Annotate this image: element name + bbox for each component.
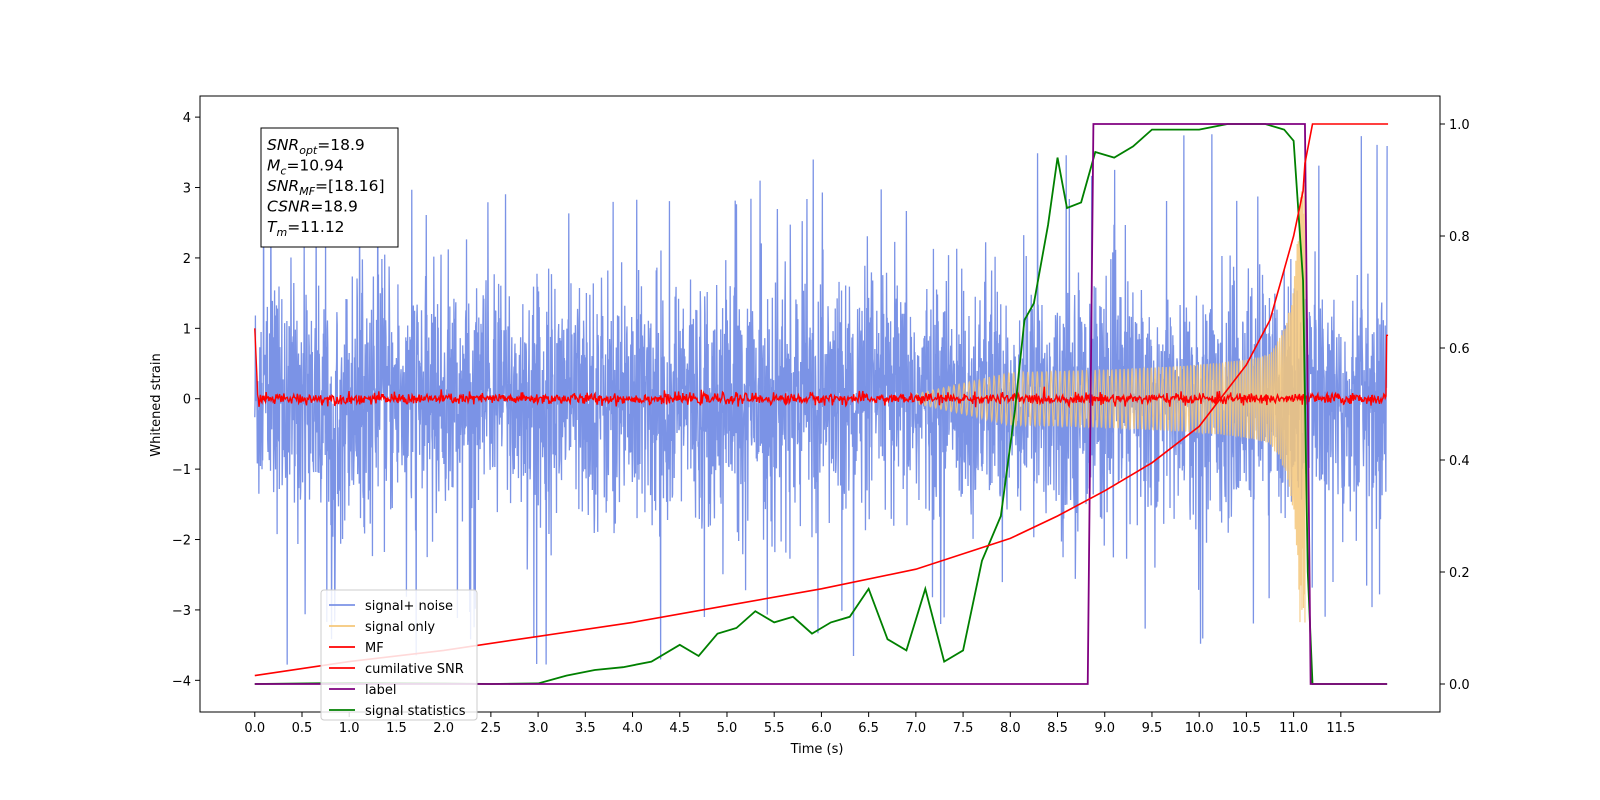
y-axis-label: Whitened strain	[149, 353, 164, 456]
x-tick-label: 11.0	[1279, 721, 1308, 736]
x-tick-label: 2.5	[481, 721, 502, 736]
x-tick-label: 9.5	[1142, 721, 1163, 736]
legend-label: cumilative SNR	[365, 662, 464, 677]
x-tick-label: 10.5	[1232, 721, 1261, 736]
x-tick-label: 7.0	[906, 721, 927, 736]
info-line: SNRMF=[18.16]	[267, 177, 385, 198]
y2-tick-label: 0.4	[1449, 454, 1470, 469]
y2-tick-label: 0.6	[1449, 342, 1470, 357]
info-line: Mc=10.94	[267, 157, 344, 178]
x-tick-label: 4.0	[622, 721, 643, 736]
y-tick-label: −3	[172, 604, 191, 619]
y-axis-right: 1.0 0.8 0.6 0.4 0.2 0.0	[1440, 118, 1470, 693]
y-tick-label: 2	[183, 252, 191, 267]
series-cumulative-snr	[254, 123, 1389, 677]
legend-label: signal statistics	[365, 704, 466, 719]
legend-label: MF	[365, 641, 384, 656]
legend-label: signal only	[365, 620, 435, 635]
y2-tick-label: 1.0	[1449, 118, 1470, 133]
y-tick-label: −4	[172, 674, 191, 689]
y-tick-label: −1	[172, 463, 191, 478]
x-tick-label: 3.5	[575, 721, 596, 736]
x-tick-label: 7.5	[953, 721, 974, 736]
legend: signal+ noise signal only MF cumilative SNR…	[320, 589, 478, 721]
info-line: Tm=11.12	[267, 218, 345, 239]
x-tick-label: 3.0	[528, 721, 549, 736]
y2-tick-label: 0.2	[1449, 566, 1470, 581]
x-tick-label: 6.5	[858, 721, 879, 736]
plot-frame	[199, 95, 1441, 713]
info-box: SNRopt=18.9Mc=10.94SNRMF=[18.16]CSNR=18.…	[260, 127, 399, 248]
x-tick-label: 10.0	[1185, 721, 1214, 736]
x-tick-label: 11.5	[1326, 721, 1355, 736]
x-tick-label: 1.0	[339, 721, 360, 736]
y-tick-label: 1	[183, 322, 191, 337]
x-tick-label: 1.5	[386, 721, 407, 736]
x-tick-label: 2.0	[433, 721, 454, 736]
series-mf	[254, 328, 1389, 409]
y-tick-label: 0	[183, 393, 191, 408]
y-tick-label: 4	[183, 111, 191, 126]
legend-label: label	[365, 683, 396, 698]
y-tick-label: 3	[183, 182, 191, 197]
series-layer	[254, 123, 1389, 685]
x-axis-label: Time (s)	[790, 742, 844, 757]
x-tick-label: 4.5	[669, 721, 690, 736]
y-axis-left: 4 3 2 1 0 −1 −2 −3 −4	[172, 111, 200, 689]
legend-label: signal+ noise	[365, 599, 453, 614]
y-tick-label: −2	[172, 534, 191, 549]
x-tick-label: 5.5	[764, 721, 785, 736]
x-tick-label: 8.0	[1000, 721, 1021, 736]
series-label	[254, 123, 1388, 685]
x-axis: 0.0 0.5 1.0 1.5 2.0 2.5 3.0 3.5 4.0 4.5 5.0 5.5 6.0 6…	[244, 712, 1355, 736]
info-line: CSNR=18.9	[267, 198, 358, 216]
x-tick-label: 9.0	[1094, 721, 1115, 736]
x-tick-label: 0.0	[244, 721, 265, 736]
info-line: SNRopt=18.9	[267, 136, 365, 157]
x-tick-label: 0.5	[292, 721, 313, 736]
y2-tick-label: 0.8	[1449, 230, 1470, 245]
y2-tick-label: 0.0	[1449, 678, 1470, 693]
x-tick-label: 5.0	[717, 721, 738, 736]
x-tick-label: 6.0	[811, 721, 832, 736]
x-tick-label: 8.5	[1047, 721, 1068, 736]
